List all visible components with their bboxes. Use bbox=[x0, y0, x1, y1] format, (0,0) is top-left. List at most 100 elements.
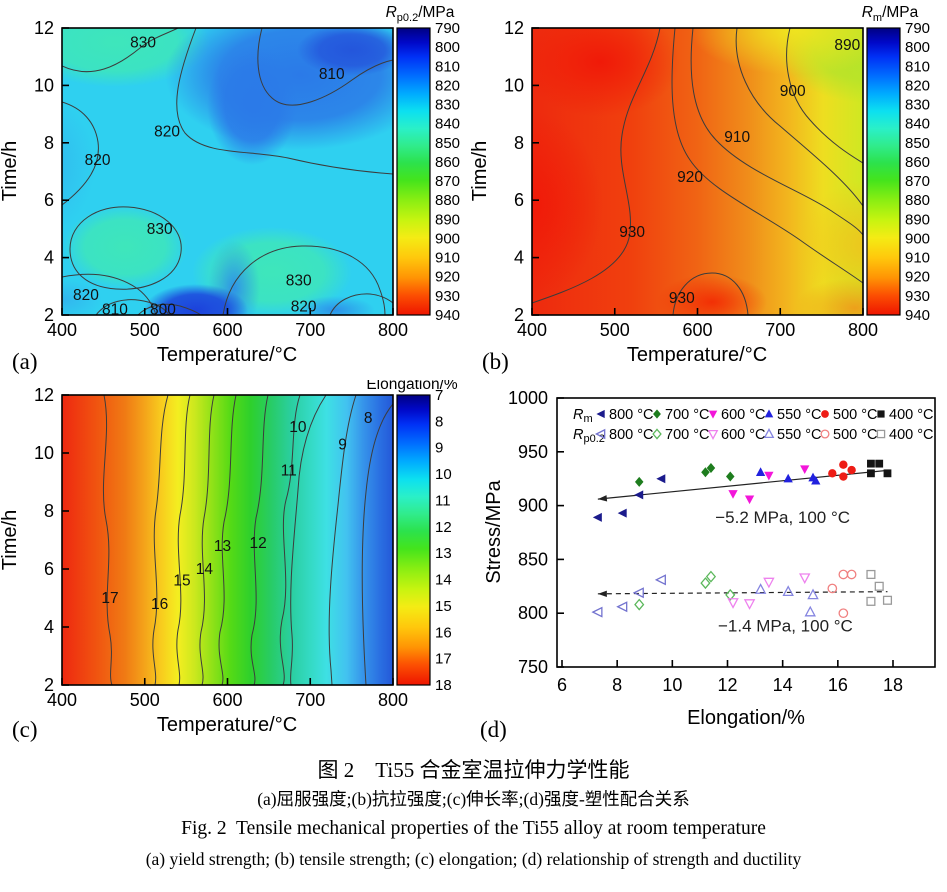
scatter-point bbox=[727, 598, 739, 609]
contour-label: 810 bbox=[102, 301, 128, 318]
contour-label: 800 bbox=[150, 301, 176, 318]
colorbar-c bbox=[397, 395, 430, 685]
y-tick-label: 4 bbox=[44, 617, 54, 637]
y-tick-label: 12 bbox=[504, 18, 524, 38]
contour-label: 930 bbox=[619, 224, 645, 241]
contour-label: 11 bbox=[281, 462, 297, 479]
x-tick-label: 400 bbox=[517, 320, 547, 340]
legend-item-label: 400 °C bbox=[889, 407, 934, 423]
y-tick-label: 6 bbox=[44, 190, 54, 210]
colorbar-tick-label: 830 bbox=[905, 97, 930, 114]
colorbar-tick-label: 10 bbox=[435, 466, 452, 483]
contour-label: 12 bbox=[249, 535, 266, 552]
colorbar-tick-label: 930 bbox=[905, 288, 930, 305]
scatter-point bbox=[617, 508, 627, 518]
scatter-point bbox=[866, 569, 876, 580]
y-tick-label: 6 bbox=[514, 190, 524, 210]
colorbar-tick-label: 13 bbox=[435, 545, 452, 562]
colorbar-tick-label: 870 bbox=[905, 173, 930, 190]
y-tick-label: 6 bbox=[44, 559, 54, 579]
scatter-point bbox=[882, 595, 893, 605]
x-axis-title-b: Temperature/°C bbox=[627, 344, 767, 366]
contour-label: 16 bbox=[151, 596, 168, 613]
scatter-point bbox=[616, 601, 628, 613]
scatter-point bbox=[828, 469, 837, 478]
y-tick-label: 8 bbox=[514, 133, 524, 153]
contour-label: 820 bbox=[154, 123, 180, 140]
scatter-point bbox=[705, 570, 717, 583]
colorbar-tick-label: 7 bbox=[435, 387, 443, 404]
colorbar-tick-label: 820 bbox=[435, 77, 460, 94]
y-tick-label: 1000 bbox=[508, 388, 548, 408]
colorbar-tick-label: 930 bbox=[435, 288, 460, 305]
scatter-point bbox=[764, 409, 774, 418]
y-tick-label: 8 bbox=[44, 501, 54, 521]
y-tick-label: 10 bbox=[504, 75, 524, 95]
colorbar-tick-label: 860 bbox=[905, 154, 930, 171]
y-tick-label: 900 bbox=[518, 496, 548, 516]
x-tick-label: 700 bbox=[765, 320, 795, 340]
scatter-point bbox=[763, 428, 775, 439]
legend-item-label: 700 °C bbox=[665, 407, 710, 423]
legend-item-label: 600 °C bbox=[721, 407, 766, 423]
contour-label: 10 bbox=[289, 419, 307, 436]
colorbar-tick-label: 800 bbox=[435, 39, 460, 56]
legend-item-label: 800 °C bbox=[609, 407, 654, 423]
y-axis-title-d: Stress/MPa bbox=[483, 479, 505, 583]
contour-label: 930 bbox=[669, 290, 695, 307]
x-tick-label: 400 bbox=[47, 690, 77, 710]
colorbar-tick-label: 900 bbox=[435, 230, 460, 247]
scatter-point bbox=[755, 467, 766, 476]
x-tick-label: 700 bbox=[295, 320, 325, 340]
scatter-point bbox=[782, 585, 794, 597]
y-tick-label: 4 bbox=[514, 248, 524, 268]
contour-label: 900 bbox=[780, 83, 806, 100]
colorbar-title-a: Rp0.2/MPa bbox=[386, 4, 455, 24]
scatter-point bbox=[634, 476, 644, 487]
contour-label: 830 bbox=[130, 34, 156, 51]
scatter-point bbox=[726, 471, 735, 482]
contour-label: 830 bbox=[286, 273, 312, 290]
x-tick-label: 500 bbox=[130, 690, 160, 710]
x-tick-label: 500 bbox=[600, 320, 630, 340]
scatter-point bbox=[706, 462, 716, 473]
y-axis-title-a: Time/h bbox=[0, 141, 21, 201]
y-tick-label: 4 bbox=[44, 248, 54, 268]
x-tick-label: 6 bbox=[557, 675, 567, 695]
y-tick-label: 850 bbox=[518, 549, 548, 569]
legend-item-label: 500 °C bbox=[833, 407, 878, 423]
colorbar-tick-label: 880 bbox=[905, 192, 930, 209]
colorbar-tick-label: 910 bbox=[905, 250, 930, 267]
trend-annotation: −1.4 MPa, 100 °C bbox=[718, 616, 853, 635]
scatter-point bbox=[725, 588, 736, 601]
contour-label: 17 bbox=[101, 590, 118, 607]
panel-letter-b: (b) bbox=[482, 349, 509, 374]
x-tick-label: 400 bbox=[47, 320, 77, 340]
scatter-point bbox=[591, 606, 603, 618]
contour-lines-c bbox=[102, 395, 393, 685]
scatter-point bbox=[654, 574, 666, 586]
panel-d-strength-ductility-scatter: −5.2 MPa, 100 °C −1.4 MPa, 100 °C Rm 800 °C… bbox=[480, 388, 936, 742]
y-tick-label: 8 bbox=[44, 133, 54, 153]
colorbar-border-b bbox=[866, 27, 901, 316]
x-axis-title-c: Temperature/°C bbox=[157, 714, 297, 736]
y-tick-label: 750 bbox=[518, 657, 548, 677]
colorbar-tick-label: 790 bbox=[435, 20, 460, 37]
scatter-point bbox=[596, 409, 605, 419]
colorbar-tick-label: 840 bbox=[905, 116, 930, 133]
scatter-point bbox=[632, 587, 644, 599]
contour-label: 13 bbox=[214, 538, 231, 555]
legend-item-label: 400 °C bbox=[889, 427, 934, 443]
colorbar-tick-label: 810 bbox=[905, 58, 930, 75]
x-tick-label: 12 bbox=[717, 675, 737, 695]
y-tick-label: 2 bbox=[514, 305, 524, 325]
colorbar-tick-label: 12 bbox=[435, 519, 452, 536]
colorbar-tick-label: 850 bbox=[435, 135, 460, 152]
colorbar-tick-label: 850 bbox=[905, 135, 930, 152]
scatter-point bbox=[804, 605, 816, 617]
colorbar-tick-label: 890 bbox=[905, 211, 930, 228]
trend-arrowhead bbox=[597, 590, 607, 597]
scatter-point bbox=[838, 608, 849, 619]
x-tick-label: 800 bbox=[378, 690, 408, 710]
